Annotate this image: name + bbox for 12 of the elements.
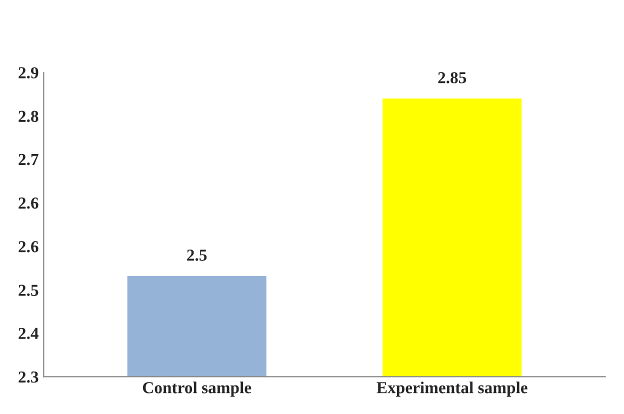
y-tick-label: 2.6: [18, 198, 38, 209]
y-tick-label: 2.5: [18, 284, 38, 296]
x-tick-label: Experimental sample: [376, 382, 528, 397]
y-tick-label: 2.3: [18, 371, 38, 383]
y-tick-label: 2.8: [18, 110, 38, 122]
data-label: 2.5: [187, 250, 207, 261]
x-tick-label: Control sample: [142, 382, 252, 397]
data-label: 2.85: [438, 72, 466, 84]
y-tick-label: 2.4: [18, 328, 39, 340]
y-tick-label: 2.6: [18, 241, 38, 252]
y-tick-label: 2.9: [18, 67, 38, 78]
y-tick-label: 2.7: [18, 154, 38, 166]
